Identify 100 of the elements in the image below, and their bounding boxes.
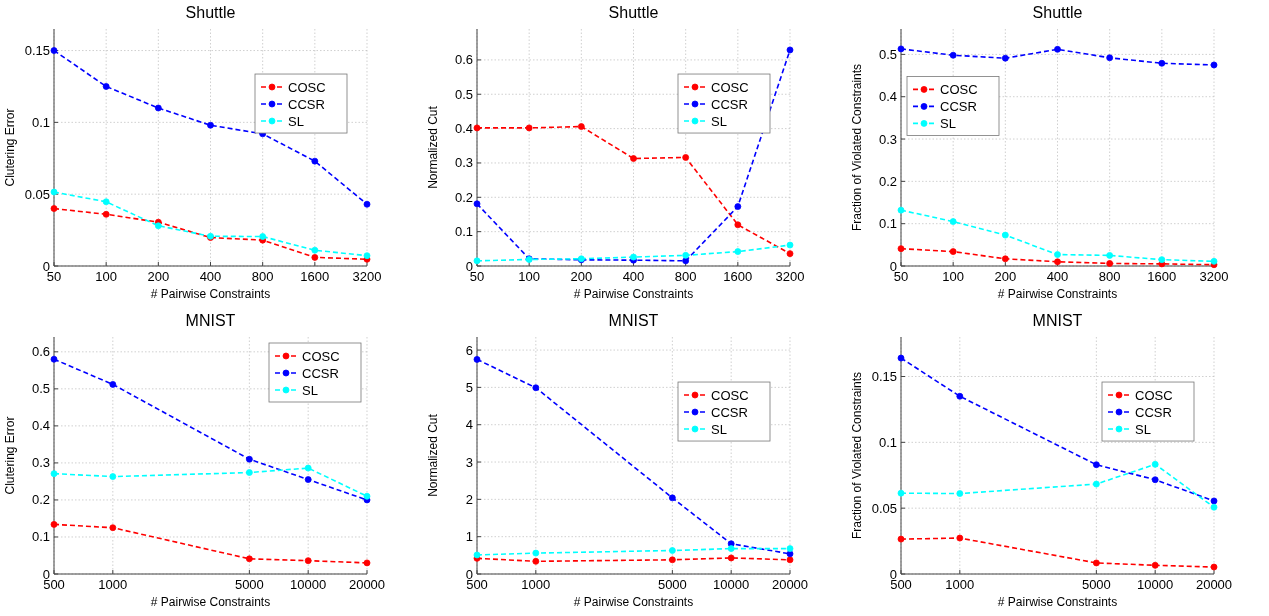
y-tick-label: 2 [465, 491, 473, 507]
y-tick-label: 0.15 [24, 43, 50, 59]
y-tick-label: 0.3 [31, 455, 50, 471]
x-tick-label: 50 [46, 269, 62, 284]
x-tick-label: 1000 [945, 577, 975, 592]
chart-title: Shuttle [1032, 4, 1083, 21]
x-tick-label: 1000 [521, 577, 551, 592]
y-tick-label: 0.1 [454, 224, 473, 240]
y-tick-label: 4 [465, 417, 473, 433]
x-tick-label: 100 [942, 269, 965, 284]
x-tick-label: 3200 [775, 269, 805, 284]
x-tick-label: 5000 [234, 577, 264, 592]
y-tick-label: 0.4 [878, 89, 897, 105]
y-tick-label: 0.3 [878, 131, 897, 147]
legend-label: CCSR [711, 97, 748, 113]
y-tick-label: 0.1 [31, 529, 50, 545]
y-tick-label: 0.2 [31, 492, 50, 508]
x-tick-label: 1600 [723, 269, 753, 284]
x-axis-title: # Pairwise Constraints [573, 595, 694, 609]
x-tick-label: 500 [43, 577, 65, 592]
legend-label: COSC [302, 349, 340, 364]
x-tick-label: 50 [893, 269, 909, 284]
x-tick-label: 5000 [657, 577, 687, 592]
y-tick-label: 6 [465, 342, 473, 358]
y-axis-title: Clutering Error [3, 416, 17, 495]
x-tick-label: 200 [147, 269, 170, 284]
legend-label: CCSR [302, 366, 339, 381]
x-axis-title: # Pairwise Constraints [997, 287, 1118, 301]
y-tick-label: 0.3 [454, 155, 473, 171]
chart-title: MNIST [185, 312, 236, 329]
x-axis-title: # Pairwise Constraints [150, 287, 271, 301]
y-tick-label: 0.15 [871, 369, 897, 384]
x-tick-label: 1000 [98, 577, 128, 592]
legend-label: COSC [288, 80, 326, 96]
chart-title: Shuttle [608, 4, 659, 21]
legend-label: SL [940, 116, 956, 132]
legend-label: SL [302, 383, 318, 398]
x-axis-title: # Pairwise Constraints [150, 595, 271, 609]
y-axis-title: Normalized Cut [426, 105, 440, 189]
y-tick-label: 0.5 [454, 86, 473, 102]
x-tick-label: 10000 [713, 577, 750, 592]
x-tick-label: 800 [1098, 269, 1121, 284]
x-tick-label: 100 [518, 269, 541, 284]
x-tick-label: 20000 [348, 577, 386, 592]
legend-label: CCSR [1135, 405, 1172, 421]
legend-label: COSC [940, 82, 978, 98]
legend-label: SL [1135, 422, 1151, 438]
x-tick-label: 800 [251, 269, 274, 284]
y-tick-label: 0.05 [24, 186, 50, 202]
x-tick-label: 400 [199, 269, 222, 284]
y-tick-label: 0.4 [454, 121, 473, 137]
x-tick-label: 20000 [771, 577, 809, 592]
x-tick-label: 3200 [1199, 269, 1229, 284]
y-tick-label: 1 [465, 529, 473, 545]
y-tick-label: 0.1 [878, 434, 897, 450]
y-tick-label: 0.1 [31, 114, 50, 130]
x-tick-label: 500 [890, 577, 912, 592]
y-tick-label: 0.5 [878, 46, 897, 62]
x-tick-label: 10000 [290, 577, 327, 592]
x-tick-label: 5000 [1081, 577, 1111, 592]
x-axis-title: # Pairwise Constraints [573, 287, 694, 301]
x-tick-label: 800 [674, 269, 697, 284]
y-tick-label: 0.4 [31, 418, 50, 434]
legend-label: COSC [711, 388, 749, 404]
x-tick-label: 100 [95, 269, 118, 284]
y-tick-label: 0.6 [454, 52, 473, 68]
legend-label: CCSR [940, 99, 977, 115]
x-tick-label: 1600 [300, 269, 330, 284]
x-tick-label: 50 [469, 269, 485, 284]
x-axis-title: # Pairwise Constraints [997, 595, 1118, 609]
y-tick-label: 0.2 [878, 173, 897, 189]
legend-label: COSC [711, 80, 749, 96]
x-tick-label: 400 [622, 269, 645, 284]
y-axis-title: Fraction of Violated Constraints [850, 63, 864, 232]
y-tick-label: 5 [465, 379, 473, 395]
y-axis-title: Clutering Error [3, 108, 17, 187]
x-tick-label: 400 [1046, 269, 1069, 284]
y-tick-label: 0.1 [878, 216, 897, 232]
x-tick-label: 1600 [1147, 269, 1177, 284]
x-tick-label: 20000 [1195, 577, 1233, 592]
legend-label: CCSR [288, 97, 325, 113]
legend-label: SL [288, 114, 304, 130]
y-tick-label: 0.5 [31, 381, 50, 397]
y-tick-label: 0.2 [454, 189, 473, 205]
x-tick-label: 200 [994, 269, 1017, 284]
legend-label: CCSR [711, 405, 748, 421]
chart-title: MNIST [1032, 312, 1083, 329]
chart-title: Shuttle [185, 4, 236, 21]
x-tick-label: 500 [466, 577, 488, 592]
y-tick-label: 0.6 [31, 344, 50, 360]
legend-label: SL [711, 114, 727, 130]
y-tick-label: 3 [465, 454, 473, 470]
y-axis-title: Fraction of Violated Constraints [850, 371, 864, 540]
legend-label: COSC [1135, 388, 1173, 404]
x-tick-label: 3200 [352, 269, 382, 284]
chart-title: MNIST [608, 312, 659, 329]
y-axis-title: Normalized Cut [426, 413, 440, 497]
x-tick-label: 200 [570, 269, 593, 284]
y-tick-label: 0.05 [871, 500, 897, 516]
legend-label: SL [711, 422, 727, 438]
